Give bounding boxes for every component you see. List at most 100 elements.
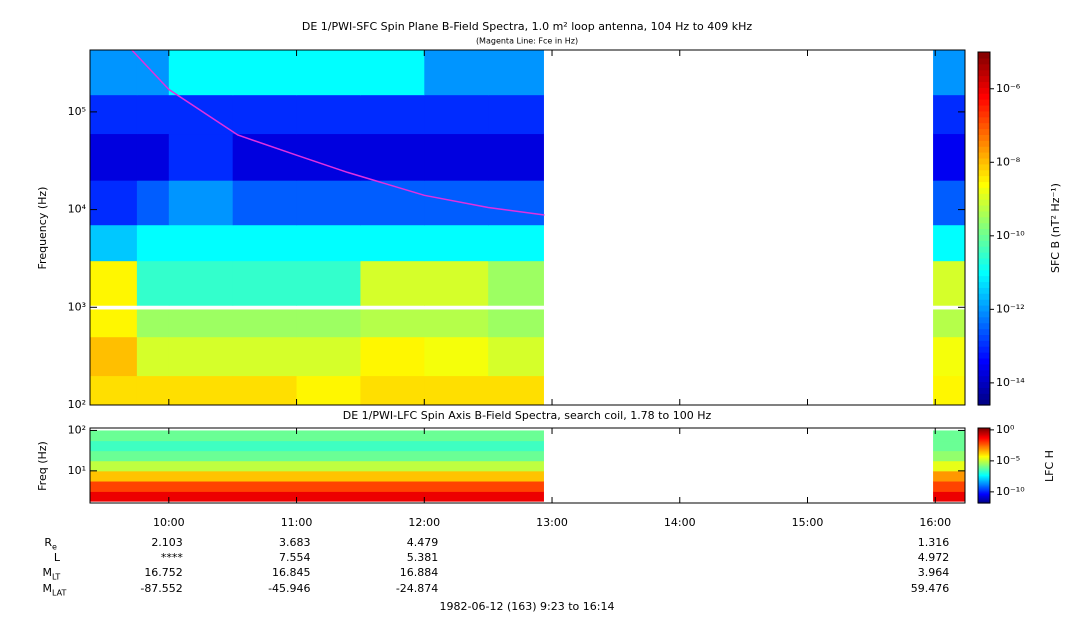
- colorbar-swatch: [978, 475, 990, 478]
- colorbar-swatch: [978, 463, 990, 465]
- colorbar-swatch: [978, 334, 990, 341]
- colorbar-swatch: [978, 483, 990, 485]
- colorbar-swatch: [978, 316, 990, 324]
- colorbar-swatch: [978, 293, 990, 300]
- colorbar-swatch: [978, 449, 990, 452]
- ephemeris-label-sub: LT: [52, 573, 60, 582]
- ephemeris-value: 16.884: [400, 566, 439, 579]
- colorbar-swatch: [978, 175, 990, 183]
- colorbar-swatch: [978, 352, 990, 359]
- colorbar-swatch: [978, 116, 990, 124]
- heatmap-cell: [488, 224, 544, 262]
- colorbar-label: LFC H: [1043, 450, 1056, 482]
- heatmap-cell: [232, 336, 298, 377]
- colorbar-swatch: [978, 87, 990, 94]
- x-tick-label: 12:00: [408, 516, 440, 529]
- colorbar-swatch: [978, 428, 990, 430]
- colorbar-swatch: [978, 99, 990, 106]
- colorbar-swatch: [978, 480, 990, 483]
- heatmap-cell: [424, 260, 489, 306]
- heatmap-cell: [168, 260, 234, 306]
- colorbar-swatch: [978, 199, 990, 206]
- ephemeris-value: 1.316: [918, 536, 950, 549]
- ephemeris-value: 3.964: [918, 566, 950, 579]
- heatmap-cell: [232, 180, 298, 226]
- colorbar-swatch: [978, 346, 990, 353]
- colorbar-swatch: [978, 381, 990, 388]
- heatmap-cell: [424, 133, 489, 181]
- colorbar-swatch: [978, 481, 990, 484]
- colorbar-tick-label: 10⁻¹²: [996, 302, 1025, 315]
- heatmap-cell: [424, 224, 489, 262]
- colorbar-swatch: [978, 210, 990, 218]
- colorbar-swatch: [978, 478, 990, 480]
- heatmap-cell: [168, 94, 234, 135]
- colorbar-swatch: [978, 476, 990, 479]
- colorbar-swatch: [978, 435, 990, 438]
- colorbar-swatch: [978, 436, 990, 439]
- colorbar-swatch: [978, 157, 990, 165]
- heatmap-cell: [424, 309, 489, 338]
- heatmap-cell: [90, 470, 544, 482]
- colorbar-swatch: [978, 146, 990, 153]
- heatmap-cell: [424, 336, 489, 377]
- heatmap-cell: [168, 50, 234, 96]
- heatmap-cell: [360, 224, 425, 262]
- ephemeris-label-sub: LAT: [52, 589, 66, 598]
- colorbar-swatch: [978, 459, 990, 462]
- colorbar-swatch: [978, 387, 990, 394]
- heatmap-cell: [232, 50, 298, 96]
- heatmap-cell: [360, 309, 425, 338]
- colorbar-swatch: [978, 451, 990, 454]
- colorbar-swatch: [978, 104, 990, 112]
- heatmap-cell: [488, 133, 544, 181]
- colorbar-swatch: [978, 433, 990, 435]
- heatmap-cell: [168, 133, 234, 181]
- colorbar-swatch: [978, 458, 990, 460]
- heatmap-cell: [360, 50, 425, 96]
- colorbar-swatch: [978, 489, 990, 492]
- heatmap-cell: [136, 133, 170, 181]
- colorbar-tick-label: 10⁻⁵: [996, 454, 1020, 467]
- x-tick-label: 10:00: [153, 516, 185, 529]
- colorbar-swatch: [978, 443, 990, 445]
- plot-area: [90, 50, 965, 405]
- ephemeris-label-sub: e: [52, 543, 57, 552]
- heatmap-cell: [90, 133, 138, 181]
- colorbar-swatch: [978, 484, 990, 487]
- ephemeris-value: -87.552: [140, 582, 182, 595]
- heatmap-cell: [488, 94, 544, 135]
- heatmap-cell: [296, 336, 361, 377]
- ephemeris-label: L: [54, 551, 61, 564]
- colorbar-swatch: [978, 257, 990, 265]
- heatmap-cell: [424, 94, 489, 135]
- heatmap-cell: [168, 224, 234, 262]
- colorbar-swatch: [978, 246, 990, 253]
- y-tick-label: 10⁴: [68, 203, 87, 216]
- colorbar-swatch: [978, 471, 990, 474]
- colorbar-tick-label: 10⁻⁸: [996, 155, 1021, 168]
- heatmap-cell: [90, 180, 138, 226]
- heatmap-cell: [360, 180, 425, 226]
- plot-frame: [89, 49, 966, 406]
- colorbar-swatch: [978, 63, 990, 71]
- colorbar-swatch: [978, 399, 990, 406]
- colorbar-swatch: [978, 375, 990, 383]
- heatmap-cell: [488, 336, 544, 377]
- y-tick-label: 10¹: [68, 464, 86, 477]
- colorbar-swatch: [978, 134, 990, 141]
- heatmap-cell: [232, 375, 298, 405]
- heatmap-cell: [136, 309, 170, 338]
- heatmap-cell: [232, 133, 298, 181]
- colorbar-swatch: [978, 263, 990, 271]
- colorbar-tick-label: 10⁻¹⁴: [996, 376, 1025, 389]
- colorbar-swatch: [978, 357, 990, 365]
- heatmap-cell: [296, 309, 361, 338]
- x-tick-label: 16:00: [919, 516, 951, 529]
- colorbar-swatch: [978, 496, 990, 499]
- heatmap-cell: [90, 481, 544, 492]
- heatmap-cell: [933, 470, 965, 482]
- colorbar-swatch: [978, 281, 990, 288]
- heatmap-cell: [360, 375, 425, 405]
- colorbar-swatch: [978, 181, 990, 188]
